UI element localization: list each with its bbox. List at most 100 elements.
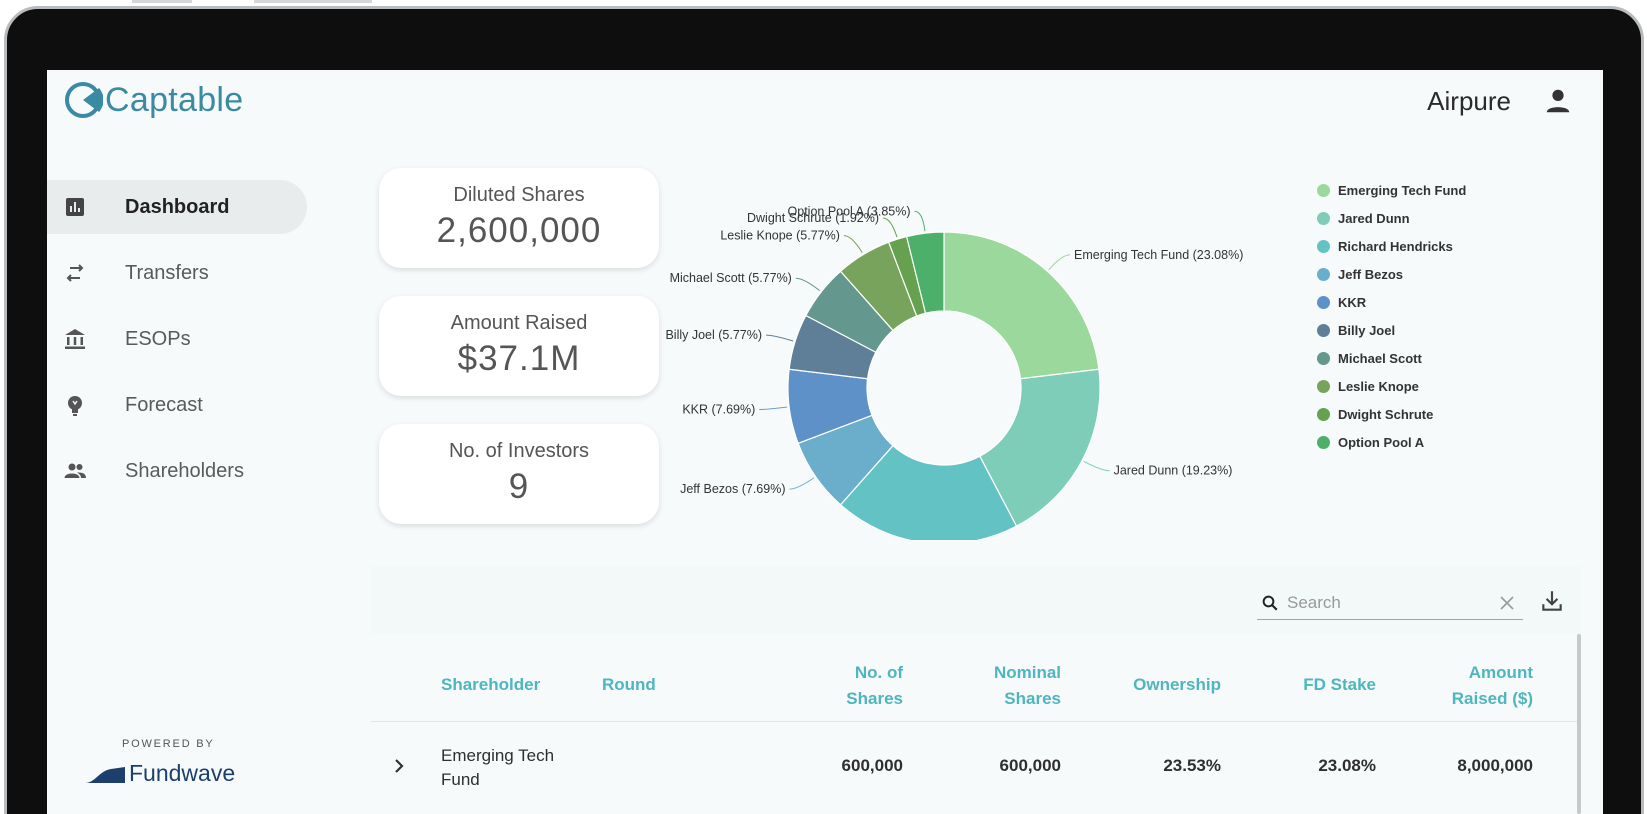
legend-item[interactable]: Option Pool A — [1317, 428, 1466, 456]
legend-swatch — [1317, 323, 1330, 337]
legend-swatch — [1317, 239, 1330, 253]
chevron-right-icon[interactable] — [387, 754, 411, 778]
slice-label: Billy Joel (5.77%) — [665, 328, 762, 342]
column-header-label: FD Stake — [1303, 675, 1376, 694]
organization-name[interactable]: Airpure — [1427, 86, 1511, 116]
legend-label: Dwight Schrute — [1338, 406, 1434, 422]
table-scrollbar[interactable] — [1577, 634, 1581, 814]
legend-item[interactable]: Richard Hendricks — [1317, 232, 1466, 260]
stat-value: 2,600,000 — [436, 211, 602, 250]
fundwave-name: Fundwave — [129, 760, 236, 786]
cell-fd-stake: 23.08% — [1318, 756, 1376, 775]
download-icon[interactable] — [1539, 588, 1565, 614]
donut-slice[interactable] — [943, 231, 1100, 380]
donut-slice[interactable] — [905, 231, 945, 314]
captable-logo[interactable]: Captable — [63, 80, 244, 120]
column-header-fd-stake[interactable]: FD Stake — [1256, 672, 1376, 698]
legend-item[interactable]: Dwight Schrute — [1317, 400, 1466, 428]
slice-leader-line — [795, 277, 820, 291]
app-screen: Captable Airpure Dashboard Transfers — [47, 70, 1603, 814]
search-icon — [1262, 595, 1278, 611]
column-header-amount-raised[interactable]: Amount Raised ($) — [1413, 660, 1533, 712]
legend-swatch — [1317, 211, 1330, 225]
column-header-label: Shares — [1004, 689, 1061, 708]
cell-amount-raised: 8,000,000 — [1457, 756, 1533, 775]
column-header-round[interactable]: Round — [602, 672, 656, 698]
sidebar-item-label: Shareholders — [125, 459, 244, 482]
frame-highlight — [254, 0, 372, 3]
legend-label: Michael Scott — [1338, 350, 1422, 366]
column-header-label: Round — [602, 675, 656, 694]
stat-label: Amount Raised — [450, 312, 588, 334]
swap-arrows-icon — [66, 264, 84, 282]
sidebar-item-shareholders[interactable]: Shareholders — [47, 444, 307, 498]
stat-card-investors: No. of Investors 9 — [379, 424, 659, 524]
sidebar-item-dashboard[interactable]: Dashboard — [47, 180, 307, 234]
column-header-label: Amount — [1468, 663, 1533, 682]
cell-shareholder: Emerging Tech Fund — [441, 744, 591, 792]
column-header-nominal-shares[interactable]: Nominal Shares — [941, 660, 1061, 712]
captable-logo-icon — [65, 82, 103, 118]
fundwave-logo[interactable]: Fundwave — [85, 760, 235, 787]
legend-swatch — [1317, 351, 1330, 365]
legend-item[interactable]: Jared Dunn — [1317, 204, 1466, 232]
legend-label: Leslie Knope — [1338, 378, 1419, 394]
stat-card-amount-raised: Amount Raised $37.1M — [379, 296, 659, 396]
donut-slice[interactable] — [978, 368, 1101, 527]
legend-label: Jeff Bezos — [1338, 266, 1404, 282]
slice-leader-line — [789, 477, 815, 490]
sidebar-item-transfers[interactable]: Transfers — [47, 246, 307, 300]
column-header-label: Ownership — [1133, 675, 1221, 694]
shareholder-name-line: Emerging Tech — [441, 746, 555, 765]
legend-swatch — [1317, 435, 1330, 449]
clear-icon[interactable] — [1499, 595, 1515, 611]
column-header-label: Raised ($) — [1451, 689, 1533, 708]
column-header-shareholder[interactable]: Shareholder — [441, 672, 540, 698]
sidebar-item-forecast[interactable]: Forecast — [47, 378, 307, 432]
column-header-label: Shares — [846, 689, 903, 708]
sidebar-item-esops[interactable]: ESOPs — [47, 312, 307, 366]
account-icon[interactable] — [1543, 86, 1573, 116]
legend-label: Option Pool A — [1338, 434, 1425, 450]
stat-label: Diluted Shares — [453, 184, 585, 206]
chart-legend: Emerging Tech Fund Jared Dunn Richard Hend… — [1317, 176, 1466, 456]
table-header: Shareholder Round No. of Shares Nominal … — [371, 634, 1581, 722]
slice-leader-line — [759, 406, 788, 410]
legend-item[interactable]: Emerging Tech Fund — [1317, 176, 1466, 204]
search-input[interactable] — [1287, 590, 1487, 616]
legend-item[interactable]: Leslie Knope — [1317, 372, 1466, 400]
column-header-label: No. of — [854, 663, 903, 682]
cell-nominal-shares: 600,000 — [999, 756, 1061, 775]
slice-leader-line — [1083, 461, 1110, 472]
stat-value: 9 — [508, 467, 530, 506]
bank-icon — [65, 329, 85, 349]
slice-label: Jeff Bezos (7.69%) — [680, 482, 785, 496]
slice-leader-line — [914, 210, 926, 232]
legend-item[interactable]: Billy Joel — [1317, 316, 1466, 344]
slice-leader-line — [882, 217, 898, 238]
stat-label: No. of Investors — [448, 440, 590, 462]
slice-label: Leslie Knope (5.77%) — [720, 229, 840, 243]
legend-swatch — [1317, 379, 1330, 393]
legend-swatch — [1317, 267, 1330, 281]
ownership-donut-chart: Emerging Tech Fund (23.08%) Jared Dunn (1… — [665, 204, 1243, 540]
slice-leader-line — [843, 235, 863, 254]
legend-item[interactable]: KKR — [1317, 288, 1466, 316]
cell-shares: 600,000 — [841, 756, 903, 775]
donut-slice[interactable] — [839, 444, 1018, 540]
slice-label: Emerging Tech Fund (23.08%) — [1074, 248, 1243, 262]
legend-swatch — [1317, 295, 1330, 309]
legend-item[interactable]: Michael Scott — [1317, 344, 1466, 372]
sidebar-nav: Dashboard Transfers ESOPs — [47, 180, 307, 510]
slice-leader-line — [766, 334, 794, 342]
legend-label: Richard Hendricks — [1338, 238, 1453, 254]
search-box[interactable] — [1257, 586, 1523, 620]
legend-label: Billy Joel — [1338, 322, 1396, 338]
legend-label: KKR — [1338, 294, 1367, 310]
column-header-shares[interactable]: No. of Shares — [783, 660, 903, 712]
slice-label: Michael Scott (5.77%) — [670, 271, 792, 285]
table-row[interactable]: Emerging Tech Fund 600,000 600,000 23.53… — [371, 722, 1581, 814]
legend-item[interactable]: Jeff Bezos — [1317, 260, 1466, 288]
sidebar-item-label: ESOPs — [125, 327, 191, 350]
column-header-ownership[interactable]: Ownership — [1101, 672, 1221, 698]
